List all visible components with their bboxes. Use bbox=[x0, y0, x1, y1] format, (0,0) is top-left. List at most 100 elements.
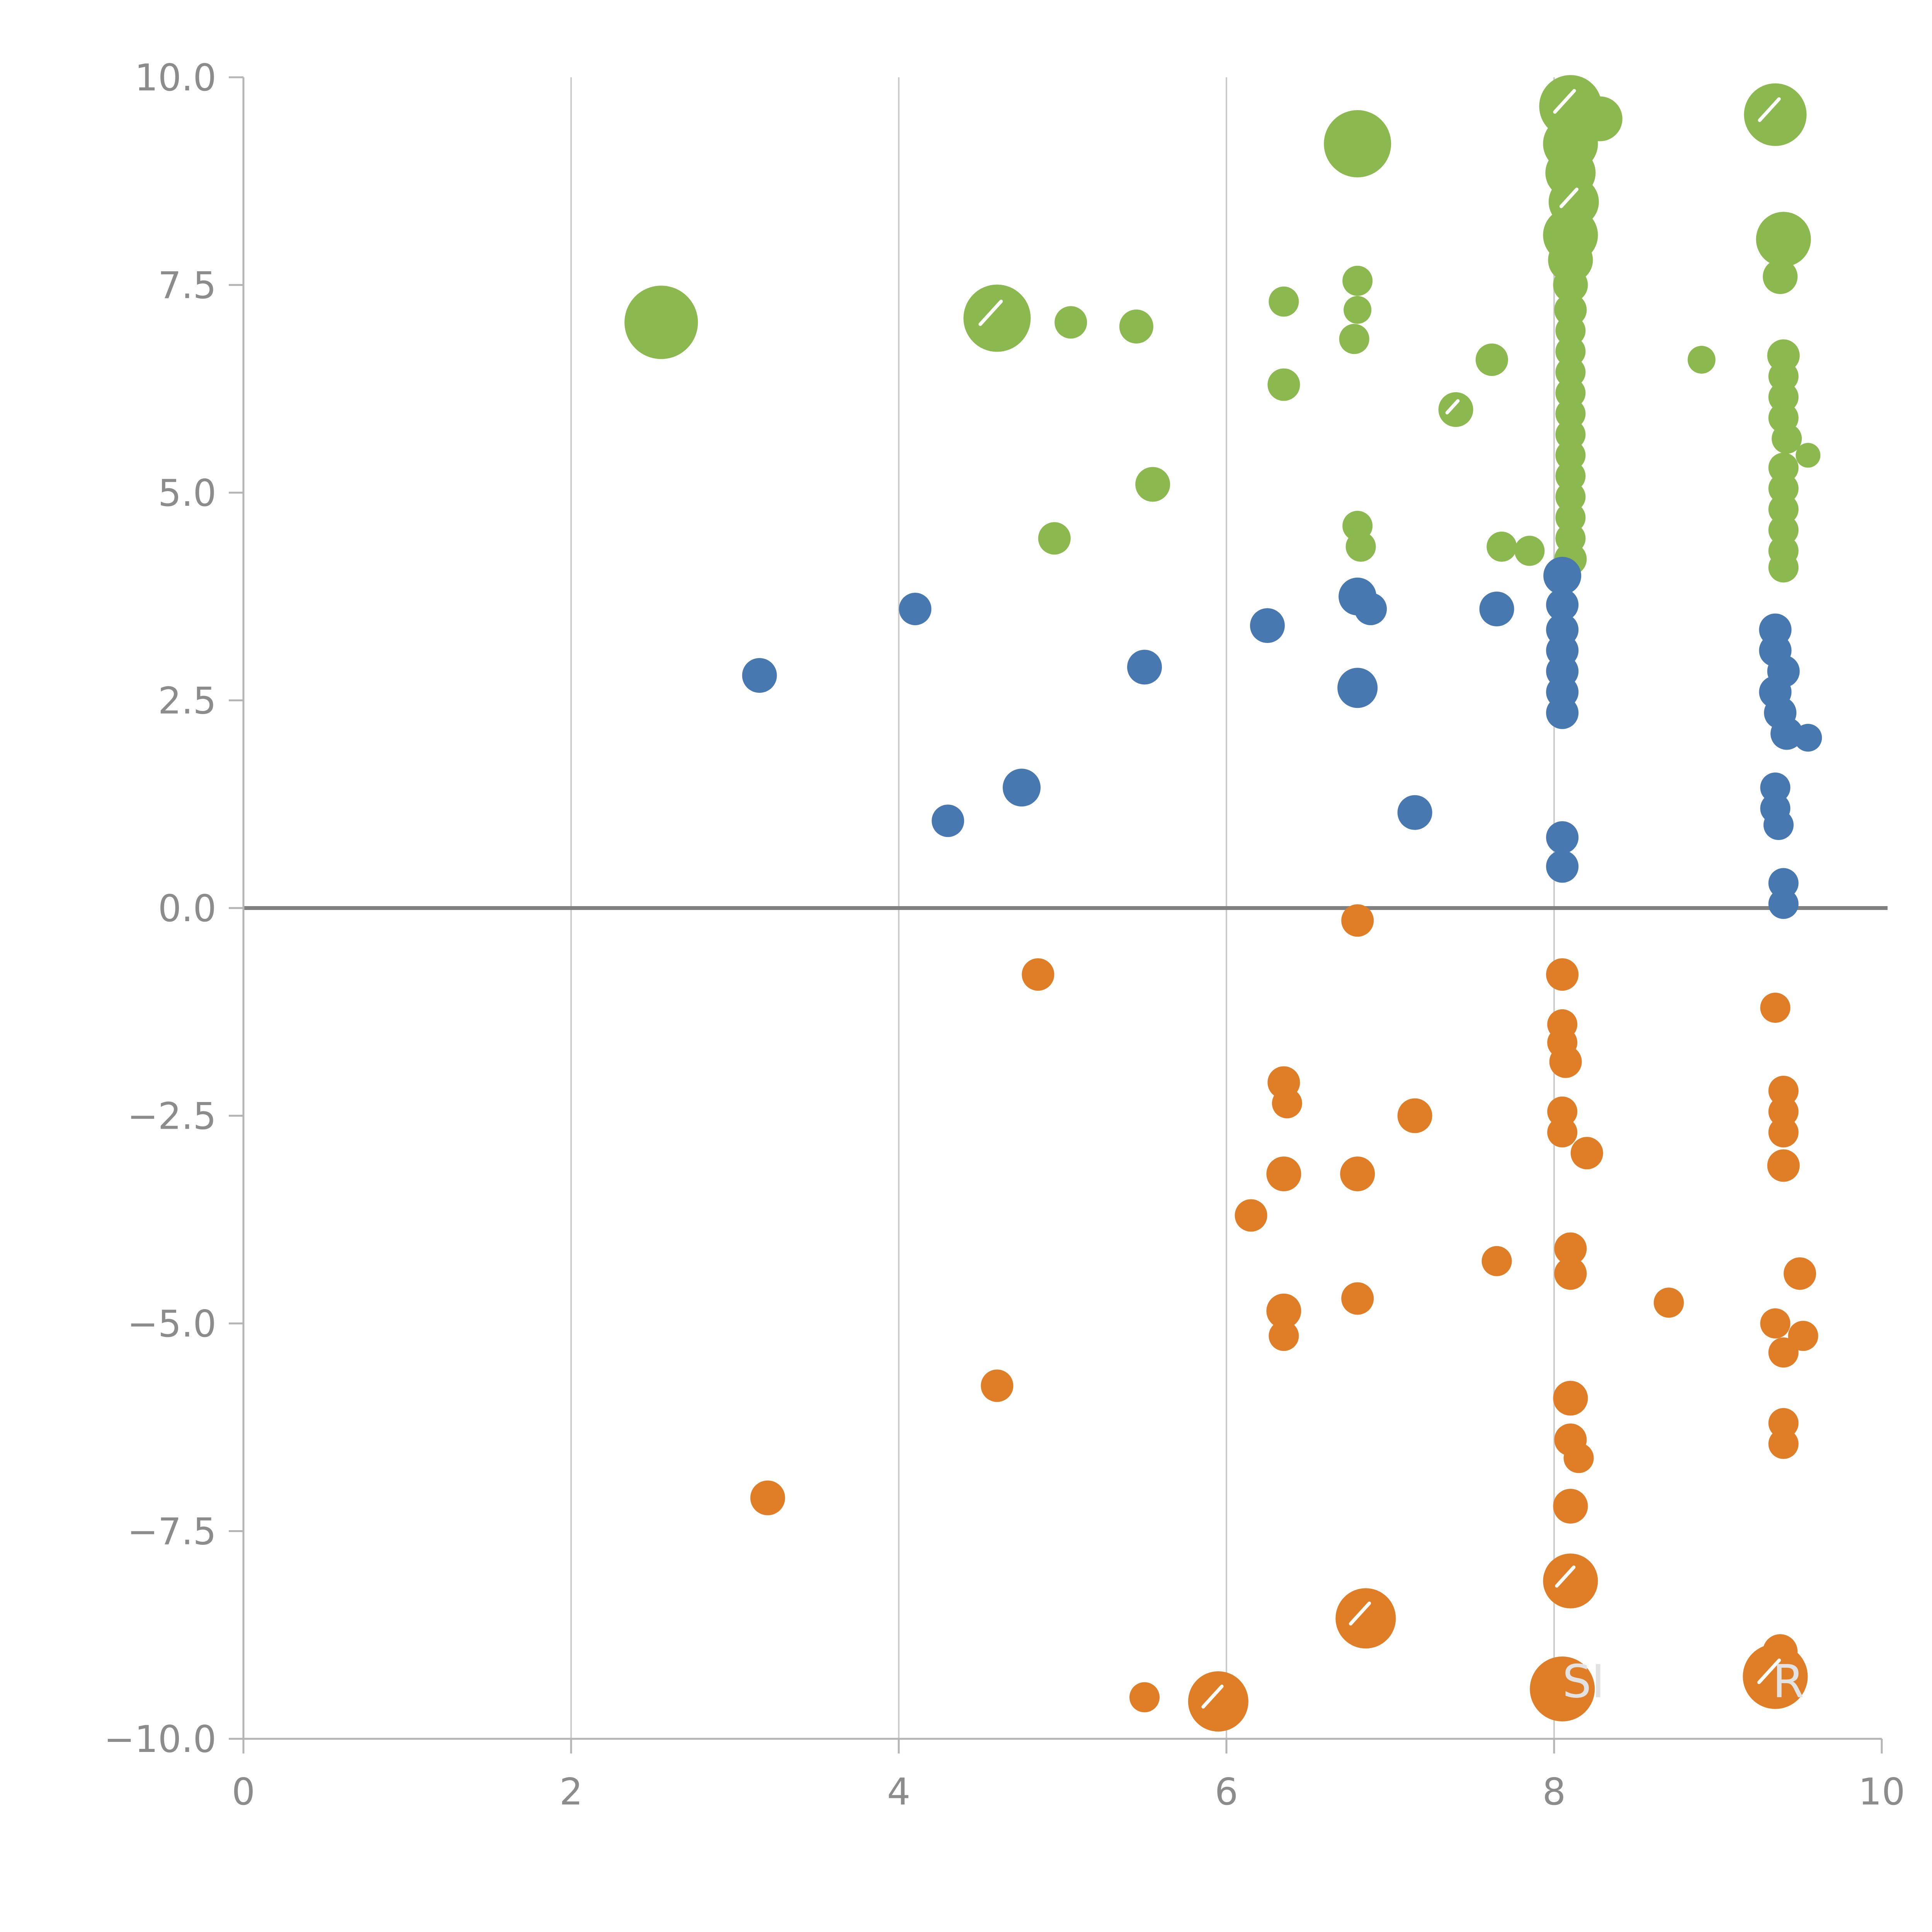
data-point-orange bbox=[1767, 1149, 1800, 1182]
data-point-orange bbox=[1760, 1308, 1791, 1338]
data-point-blue bbox=[899, 593, 932, 625]
data-point-orange bbox=[1549, 1045, 1582, 1078]
slash-mark bbox=[1555, 1565, 1576, 1588]
slash-mark bbox=[1758, 97, 1781, 122]
data-point-orange bbox=[1269, 1321, 1299, 1351]
data-point-blue bbox=[1546, 850, 1579, 883]
slash-mark bbox=[1201, 1684, 1224, 1709]
data-point-orange bbox=[1570, 1137, 1603, 1170]
data-point-green bbox=[1553, 267, 1588, 303]
data-point-blue bbox=[932, 804, 964, 837]
y-tick-label: −7.5 bbox=[127, 1511, 216, 1553]
data-point-blue bbox=[1760, 772, 1791, 803]
x-tick-label: 0 bbox=[232, 1771, 255, 1813]
data-point-green bbox=[1342, 265, 1373, 296]
data-point-blue bbox=[1546, 821, 1579, 854]
y-tick-label: −10.0 bbox=[104, 1718, 216, 1761]
data-point-green bbox=[1796, 443, 1821, 468]
data-point-green bbox=[1768, 473, 1799, 504]
y-tick-label: 0.0 bbox=[158, 888, 216, 930]
data-point-orange bbox=[750, 1480, 785, 1515]
data-point-orange bbox=[1266, 1293, 1301, 1328]
y-tick-label: −5.0 bbox=[127, 1303, 216, 1345]
data-point-green bbox=[1555, 336, 1586, 367]
data-point-green bbox=[1555, 440, 1586, 471]
data-point-blue bbox=[1003, 769, 1041, 807]
data-point-orange bbox=[981, 1369, 1014, 1402]
data-point-orange bbox=[1768, 1076, 1799, 1106]
data-point-green bbox=[624, 286, 698, 359]
data-point-green bbox=[1486, 531, 1517, 562]
data-point-orange bbox=[1341, 904, 1374, 937]
y-tick-label: 2.5 bbox=[158, 680, 216, 723]
data-point-orange bbox=[1547, 1096, 1578, 1127]
data-point-blue bbox=[1479, 592, 1514, 626]
data-point-orange bbox=[1266, 1156, 1301, 1191]
data-point-green bbox=[1345, 531, 1376, 562]
data-point-green bbox=[1768, 494, 1799, 524]
data-point-green bbox=[1555, 502, 1586, 533]
slash-mark bbox=[1553, 89, 1576, 114]
data-point-green bbox=[1768, 515, 1799, 545]
data-point-orange bbox=[1235, 1199, 1267, 1232]
data-point-green bbox=[963, 284, 1031, 352]
x-tick-label: 10 bbox=[1859, 1771, 1905, 1813]
data-point-blue bbox=[742, 658, 777, 693]
data-point-green bbox=[1555, 461, 1586, 491]
x-tick-label: 6 bbox=[1215, 1771, 1238, 1813]
data-point-orange bbox=[1397, 1098, 1432, 1133]
data-point-orange bbox=[1743, 1644, 1808, 1709]
data-point-orange bbox=[1481, 1246, 1512, 1276]
data-point-orange bbox=[1768, 1117, 1799, 1148]
data-point-green bbox=[1555, 398, 1586, 429]
data-point-blue bbox=[1337, 668, 1378, 708]
x-tick-label: 4 bbox=[887, 1771, 910, 1813]
data-point-blue bbox=[1768, 889, 1799, 919]
data-point-orange bbox=[1784, 1257, 1816, 1290]
data-point-green bbox=[1555, 357, 1586, 388]
data-point-green bbox=[1438, 392, 1473, 427]
data-point-green bbox=[1555, 378, 1586, 408]
data-point-green bbox=[1763, 259, 1798, 294]
data-point-orange bbox=[1768, 1096, 1799, 1127]
data-point-orange bbox=[1768, 1408, 1799, 1438]
data-point-orange bbox=[1547, 1117, 1578, 1148]
data-point-orange bbox=[1340, 1156, 1375, 1191]
data-point-green bbox=[1744, 83, 1807, 146]
data-point-blue bbox=[1397, 795, 1432, 830]
y-tick-label: 5.0 bbox=[158, 472, 216, 515]
data-point-green bbox=[1687, 346, 1716, 374]
slash-mark bbox=[1757, 1658, 1781, 1684]
x-tick-label: 2 bbox=[560, 1771, 583, 1813]
data-point-green bbox=[1756, 212, 1811, 267]
data-point-blue bbox=[1768, 868, 1799, 898]
data-point-blue bbox=[1763, 810, 1794, 840]
data-point-orange bbox=[1563, 1443, 1594, 1473]
annotation-text: R bbox=[1772, 1655, 1804, 1708]
annotation-text: SI bbox=[1562, 1655, 1605, 1708]
data-point-green bbox=[1324, 110, 1391, 177]
data-point-orange bbox=[1768, 1429, 1799, 1459]
data-point-green bbox=[1555, 481, 1586, 512]
data-point-green bbox=[1267, 368, 1300, 401]
data-point-green bbox=[1768, 382, 1799, 412]
data-point-orange bbox=[1768, 1337, 1799, 1368]
data-point-green bbox=[1548, 238, 1593, 282]
data-point-blue bbox=[1127, 650, 1162, 685]
data-point-blue bbox=[1543, 557, 1582, 595]
data-point-orange bbox=[1760, 993, 1791, 1023]
y-tick-label: 10.0 bbox=[134, 57, 216, 99]
data-point-green bbox=[1768, 552, 1799, 583]
slash-mark bbox=[1349, 1601, 1371, 1626]
data-point-green bbox=[1054, 306, 1087, 339]
slash-mark bbox=[978, 299, 1003, 326]
data-point-green bbox=[1772, 423, 1802, 454]
data-point-orange bbox=[1129, 1682, 1160, 1713]
slash-mark bbox=[1445, 399, 1460, 415]
data-point-green bbox=[1344, 296, 1372, 324]
data-point-green bbox=[1768, 361, 1799, 391]
data-point-orange bbox=[1553, 1489, 1588, 1524]
data-point-blue bbox=[1250, 608, 1285, 643]
